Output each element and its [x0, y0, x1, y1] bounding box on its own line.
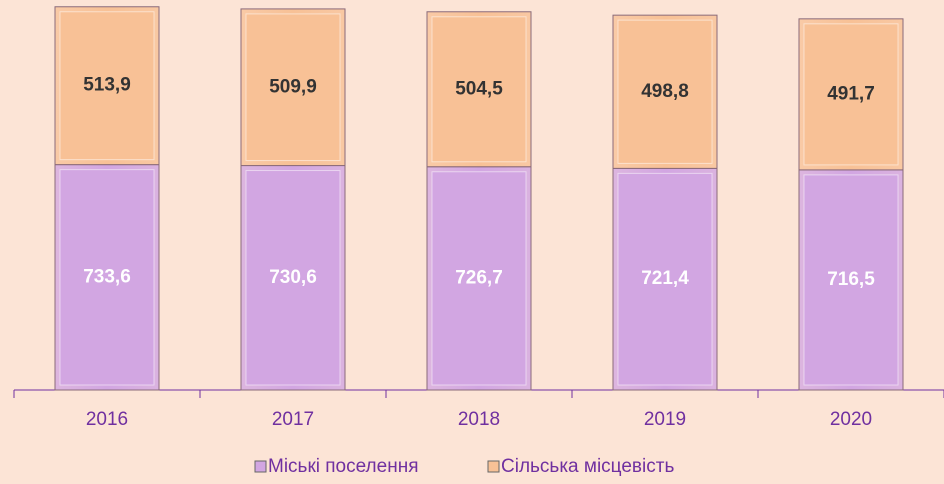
- bar-bevel: [803, 174, 899, 386]
- legend-swatch: [487, 460, 500, 473]
- x-tick-label: 2016: [86, 409, 128, 430]
- bar-bevel: [431, 16, 527, 163]
- value-label: 513,9: [83, 75, 131, 96]
- value-label: 504,5: [455, 78, 503, 99]
- bar-bevel: [617, 19, 713, 164]
- x-tick-label: 2019: [644, 409, 686, 430]
- bar-bevel: [245, 13, 341, 162]
- value-label: 726,7: [455, 267, 503, 288]
- x-tick-label: 2020: [830, 409, 872, 430]
- bar-bevel: [803, 23, 899, 166]
- value-label: 721,4: [641, 268, 689, 289]
- legend-swatch: [254, 460, 267, 473]
- x-tick-label: 2017: [272, 409, 314, 430]
- bar-bevel: [617, 172, 713, 386]
- legend-label: Сільська місцевість: [501, 456, 674, 477]
- legend-label: Міські поселення: [268, 456, 418, 477]
- value-label: 716,5: [827, 269, 875, 290]
- value-label: 730,6: [269, 267, 317, 288]
- value-label: 733,6: [83, 266, 131, 287]
- value-label: 491,7: [827, 83, 875, 104]
- bar-bevel: [59, 11, 155, 161]
- bar-bevel: [431, 171, 527, 386]
- bar-bevel: [245, 170, 341, 386]
- bar-bevel: [59, 169, 155, 386]
- value-label: 509,9: [269, 76, 317, 97]
- x-tick-label: 2018: [458, 409, 500, 430]
- value-label: 498,8: [641, 81, 689, 102]
